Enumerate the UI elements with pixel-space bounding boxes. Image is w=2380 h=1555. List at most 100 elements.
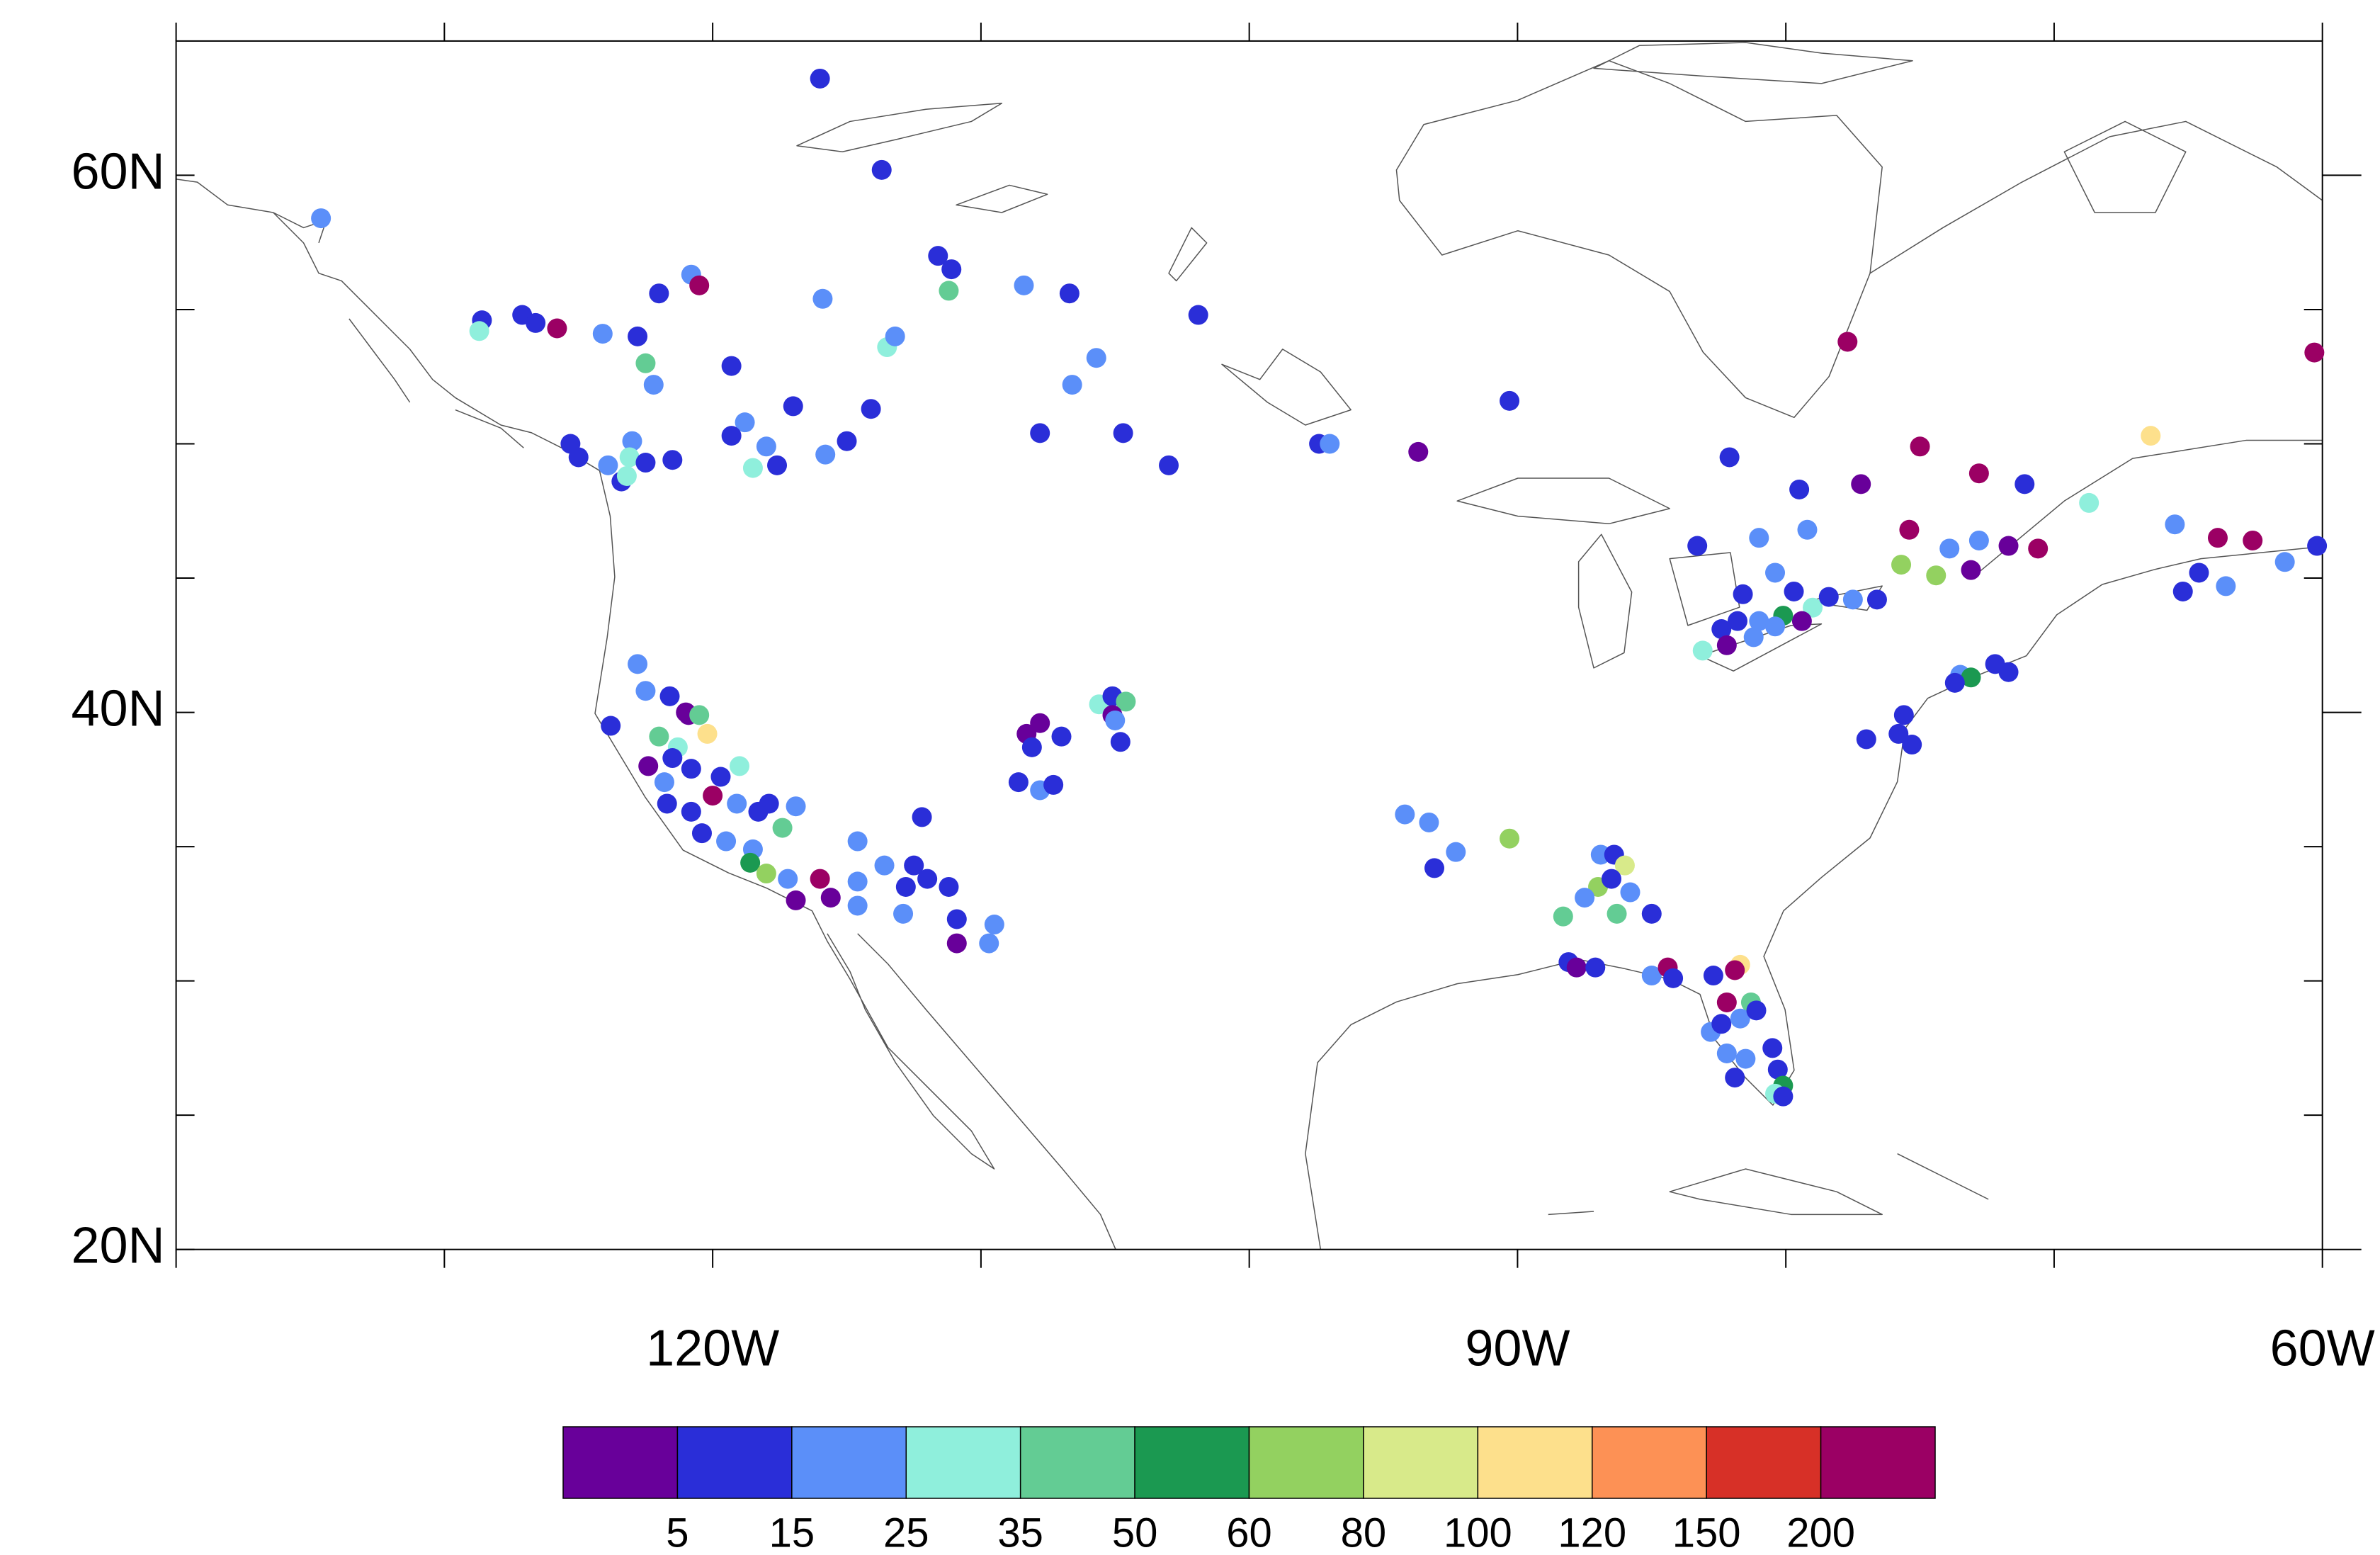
station-dot [2028,538,2048,559]
station-dot [1062,375,1082,395]
station-dot [2307,536,2328,556]
station-dot [939,281,959,301]
station-dot [1030,423,1050,443]
cuba [1548,1153,1989,1216]
station-dot [1606,903,1627,924]
station-dot [1856,729,1876,750]
station-dot [1585,957,1606,978]
station-dot [1446,842,1466,862]
station-dot [1043,774,1064,795]
station-dot [742,458,763,478]
station-dot [1910,436,1930,457]
station-dot [1735,1048,1756,1069]
station-dot [1692,640,1713,661]
station-dot [812,288,833,309]
x-tick-label: 120W [646,1321,779,1377]
coastline-east [1305,545,2323,1250]
station-dot [1818,587,1839,607]
station-dot [643,375,664,395]
station-dot [469,321,489,341]
station-dot [1500,828,1520,849]
station-dot [662,450,683,470]
station-dot [1663,968,1684,988]
colorbar-box [1363,1426,1479,1499]
station-dot [759,793,779,814]
station-dot [689,705,710,725]
x-tick-label: 90W [1465,1321,1570,1377]
station-dot [861,399,881,419]
station-dot [810,869,830,889]
colorbar-box [1820,1426,1936,1499]
station-dot [1575,888,1595,908]
station-dot [1116,691,1136,712]
station-dot [2189,562,2209,583]
station-dot [654,772,674,793]
station-dot [1030,713,1050,733]
station-dot [1051,726,1072,747]
station-dot [1902,735,1922,755]
colorbar-box [1134,1426,1250,1499]
station-dot [810,68,830,89]
lake-huron [1669,552,1740,626]
station-dot [730,756,750,776]
station-dot [1620,882,1640,903]
station-dot [2274,552,2295,572]
station-dot [928,246,948,266]
station-dot [912,807,932,827]
station-dot [939,876,959,897]
station-dot [756,436,776,457]
station-dot [1944,672,1965,693]
station-dot [1110,732,1130,752]
station-dot [592,324,613,344]
station-dot [1762,1038,1783,1058]
colorbar-box [905,1426,1021,1499]
station-dot [628,654,648,674]
station-dot [649,283,669,304]
station-dot [716,831,737,852]
station-dot [691,823,712,844]
station-dot [2079,492,2100,513]
station-dot [815,444,836,465]
station-dot [786,890,806,910]
station-dot [1716,635,1737,655]
station-dot [2216,576,2236,596]
colorbar-label: 80 [1341,1510,1387,1555]
station-dot [1614,855,1635,876]
station-dot [1320,434,1340,454]
colorbar-label: 200 [1786,1510,1855,1555]
station-dot [1566,957,1587,978]
colorbar-label: 150 [1672,1510,1741,1555]
station-dot [1968,463,1989,484]
station-dot [786,796,806,817]
station-dot [1784,581,1804,601]
station-dot [619,447,640,468]
station-dot [568,447,589,468]
station-dot [984,915,1004,935]
station-dot [1791,611,1812,631]
map-frame [175,40,2323,1250]
station-dot [1899,519,1920,540]
station-dot [1767,1059,1788,1080]
colorbar-label: 35 [997,1510,1043,1555]
station-dot [1641,903,1662,924]
station-dot [1730,1008,1750,1029]
station-dot [526,312,546,333]
station-dot [904,855,924,876]
station-dot [946,909,967,929]
station-dot [941,259,962,280]
station-dot [703,786,723,806]
station-dot [681,759,701,779]
y-tick-label: 60N [72,143,165,200]
station-dot [1159,455,1179,475]
station-dot [1188,305,1208,325]
station-dot [727,793,747,814]
station-dot [1500,390,1520,411]
lake-michigan [1577,533,1633,669]
station-dot [547,318,567,339]
station-dot [1725,1068,1745,1088]
y-tick-label: 40N [72,681,165,737]
station-dot [622,431,642,451]
station-dot [1961,667,1981,688]
station-dot [1789,479,1810,499]
station-dot [979,933,999,954]
